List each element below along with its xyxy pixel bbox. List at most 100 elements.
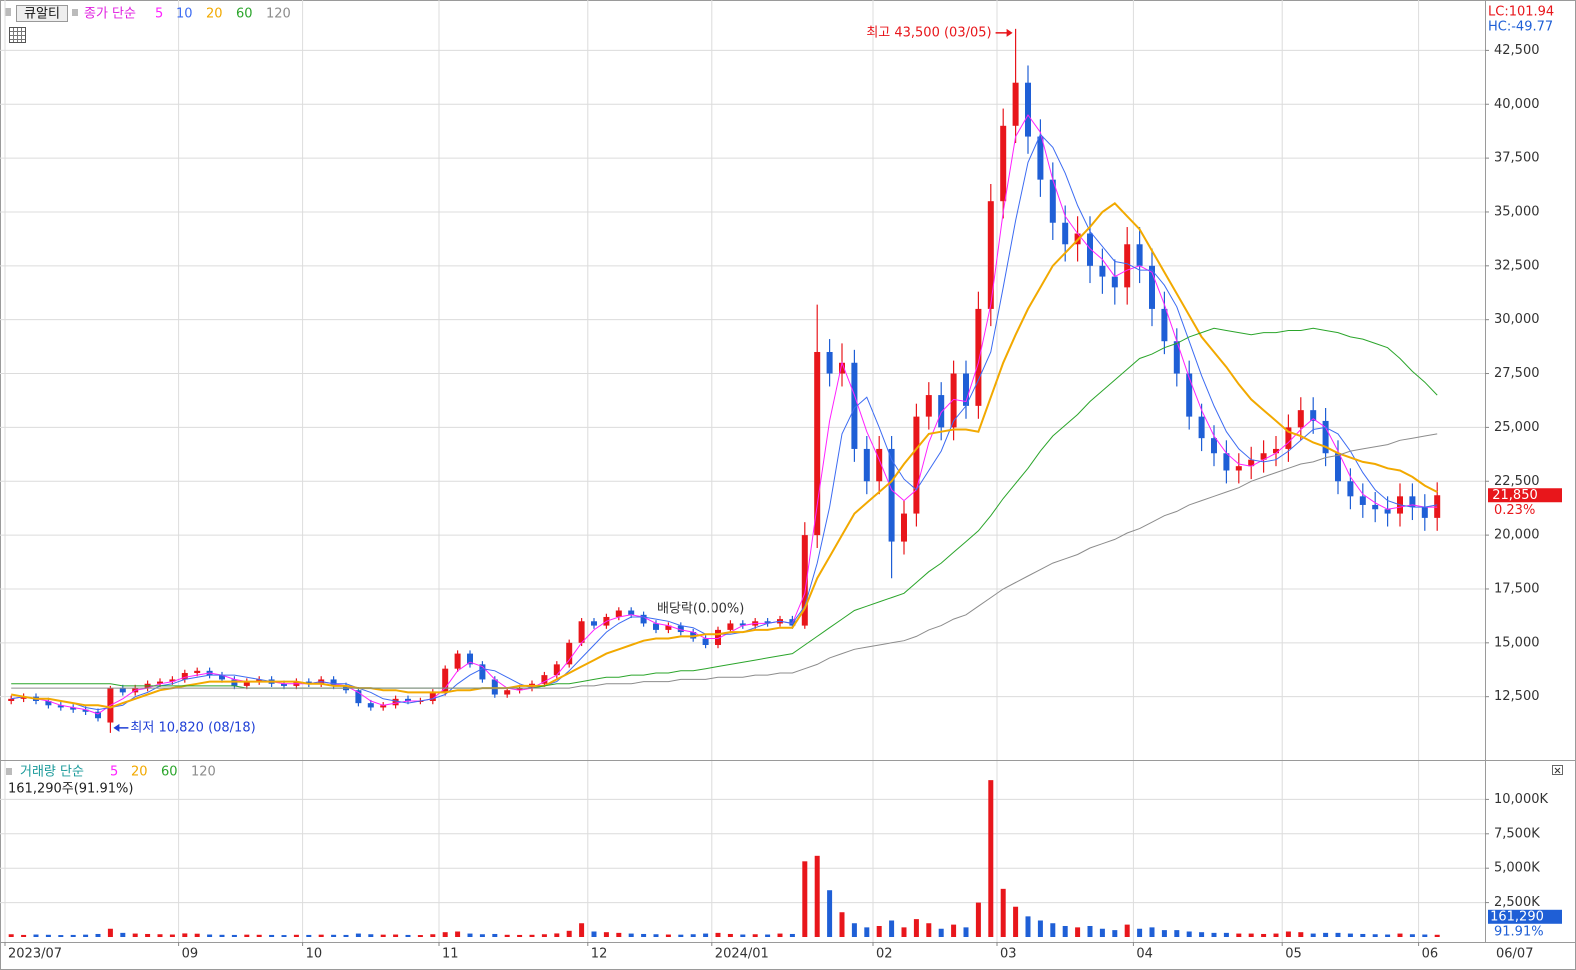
candle-body xyxy=(1235,466,1242,471)
legend-entry: 5 xyxy=(155,7,163,22)
volume-legend-entry: 5 xyxy=(110,765,118,780)
close-x xyxy=(1554,767,1561,774)
volume-bar xyxy=(132,933,138,937)
volume-bar xyxy=(802,861,808,937)
candle-body xyxy=(380,705,387,708)
candle-body xyxy=(256,679,263,682)
volume-bar xyxy=(293,934,299,937)
volume-bar xyxy=(405,934,411,937)
table-icon[interactable] xyxy=(9,27,26,43)
last-price-box xyxy=(1488,488,1562,503)
candle-body xyxy=(157,681,163,684)
volume-bar xyxy=(442,932,448,937)
candle-body xyxy=(863,448,870,482)
candle-body xyxy=(839,362,845,374)
volume-bar xyxy=(1323,932,1329,937)
legend-entry: 10 xyxy=(176,7,193,22)
y-tick-label: 25,000 xyxy=(1494,420,1540,435)
candle-body xyxy=(1434,495,1441,518)
volume-bar xyxy=(343,934,349,937)
volume-bar xyxy=(628,933,634,937)
volume-bar xyxy=(1025,916,1031,937)
volume-bar xyxy=(504,934,510,937)
volume-bar xyxy=(182,933,188,937)
candle-body xyxy=(764,621,771,624)
x-tick-label: 12 xyxy=(591,947,608,962)
volume-bar xyxy=(1236,933,1242,937)
candle-body xyxy=(541,675,548,684)
volume-bar xyxy=(839,912,845,937)
y-tick-label: 2,500K xyxy=(1494,895,1540,910)
last-volume-label: 161,290 xyxy=(1490,909,1544,924)
volume-bar xyxy=(8,934,14,937)
candle-body xyxy=(1310,410,1317,421)
volume-bar xyxy=(554,933,560,937)
candle-body xyxy=(901,513,907,542)
candle-body xyxy=(578,621,585,643)
volume-bar xyxy=(467,933,473,937)
candle-body xyxy=(281,683,287,686)
candle-body xyxy=(1297,410,1304,428)
candle-body xyxy=(727,623,734,630)
candle-body xyxy=(814,351,821,536)
candle-body xyxy=(1136,244,1143,266)
volume-bar xyxy=(827,890,833,937)
y-tick-label: 27,500 xyxy=(1494,366,1540,381)
candle-body xyxy=(442,668,449,693)
candle-body xyxy=(1087,233,1093,266)
legend-title: 종가 단순 xyxy=(84,7,136,22)
candle-body xyxy=(1384,509,1391,514)
volume-bar xyxy=(306,934,312,937)
candle-body xyxy=(801,535,808,626)
volume-bar xyxy=(1013,906,1019,937)
candle-body xyxy=(1211,438,1217,454)
candle-body xyxy=(950,373,957,428)
volume-bar xyxy=(355,933,361,937)
candle-body xyxy=(1111,276,1118,288)
candle-body xyxy=(876,448,883,482)
volume-bar xyxy=(1223,932,1229,937)
volume-ratio-label: 91.91% xyxy=(1494,924,1544,939)
volume-bar xyxy=(603,932,609,937)
stock-name-button[interactable] xyxy=(16,5,68,22)
volume-bar xyxy=(1000,888,1006,937)
volume-bar xyxy=(1087,925,1093,937)
stock-name: 큐알티 xyxy=(24,7,60,22)
candle-body xyxy=(429,692,436,701)
moving-average-line xyxy=(11,133,1438,711)
volume-bar xyxy=(579,923,585,937)
volume-bar xyxy=(1211,932,1217,937)
volume-bar xyxy=(1161,930,1167,937)
volume-legend-entry: 60 xyxy=(161,765,178,780)
x-tick-label: 2023/07 xyxy=(8,947,62,962)
candle-body xyxy=(677,625,684,633)
y-tick-label: 7,500K xyxy=(1494,826,1540,841)
volume-bar xyxy=(740,934,746,937)
volume-bar xyxy=(517,934,523,937)
x-tick-label: 02 xyxy=(876,947,893,962)
volume-bar xyxy=(777,933,783,937)
volume-bar xyxy=(33,934,39,937)
close-button[interactable] xyxy=(1552,765,1563,775)
candle-body xyxy=(181,672,188,680)
volume-bar xyxy=(157,934,163,937)
volume-bar xyxy=(380,934,386,937)
candle-body xyxy=(330,679,337,686)
candle-body xyxy=(1099,265,1106,277)
volume-bar xyxy=(703,933,709,937)
volume-bar xyxy=(814,855,820,937)
volume-bar xyxy=(1199,932,1205,937)
candle-body xyxy=(566,642,573,665)
candle-body xyxy=(1149,265,1155,309)
moving-average-line xyxy=(11,433,1438,689)
hc-label: HC:-49.77 xyxy=(1488,20,1553,35)
candle-body xyxy=(305,681,312,684)
candle-body xyxy=(82,709,89,712)
volume-bar xyxy=(58,935,64,937)
volume-bar xyxy=(368,934,374,937)
y-tick-label: 17,500 xyxy=(1494,581,1540,596)
volume-bar xyxy=(455,931,461,937)
volume-bar xyxy=(244,934,250,937)
candle-body xyxy=(95,711,101,719)
